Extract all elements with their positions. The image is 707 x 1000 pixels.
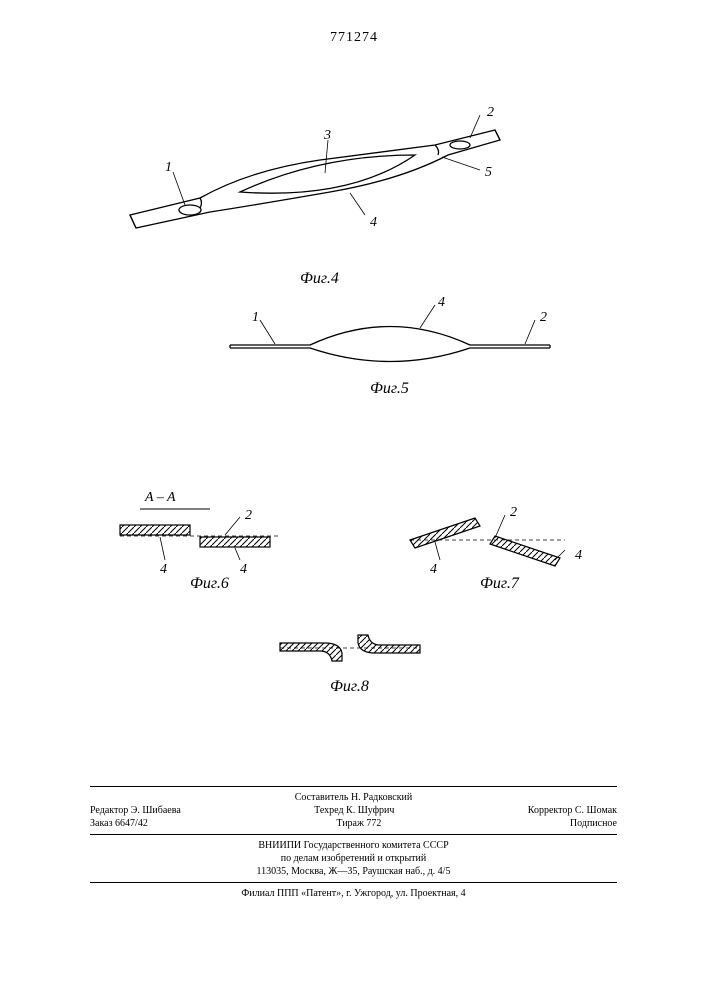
fig6-label: Фиг.6 <box>190 575 229 593</box>
fig5-callout-2: 2 <box>540 310 547 326</box>
fig7-callout-4a: 4 <box>430 562 437 578</box>
fig4-callout-5: 5 <box>485 165 492 181</box>
fig4-callout-4: 4 <box>370 215 377 231</box>
footer-corrector: Корректор С. Шомак <box>528 804 617 817</box>
figure-7 <box>400 510 580 575</box>
footer-org2: по делам изобретений и открытий <box>90 852 617 865</box>
footer-addr2: Филиал ППП «Патент», г. Ужгород, ул. Про… <box>90 887 617 900</box>
figure-8 <box>270 625 430 675</box>
fig6-callout-4b: 4 <box>240 562 247 578</box>
figure-6 <box>110 515 290 570</box>
fig4-callout-3: 3 <box>324 128 331 144</box>
fig4-callout-2: 2 <box>487 105 494 121</box>
fig6-callout-2: 2 <box>245 508 252 524</box>
footer-subscription: Подписное <box>570 817 617 830</box>
footer-tirazh: Тираж 772 <box>336 817 381 830</box>
fig4-label: Фиг.4 <box>300 270 339 288</box>
fig5-callout-4: 4 <box>438 295 445 311</box>
figure-5 <box>220 300 560 380</box>
section-a-a: A – A <box>145 490 176 506</box>
fig4-callout-1: 1 <box>165 160 172 176</box>
footer: Составитель Н. Радковский Редактор Э. Ши… <box>90 782 617 900</box>
footer-addr1: 113035, Москва, Ж—35, Раушская наб., д. … <box>90 865 617 878</box>
fig7-label: Фиг.7 <box>480 575 519 593</box>
fig7-callout-2: 2 <box>510 505 517 521</box>
footer-org1: ВНИИПИ Государственного комитета СССР <box>90 839 617 852</box>
footer-compiler: Составитель Н. Радковский <box>90 791 617 804</box>
footer-editor: Редактор Э. Шибаева <box>90 804 181 817</box>
fig5-label: Фиг.5 <box>370 380 409 398</box>
fig7-callout-4b: 4 <box>575 548 582 564</box>
fig8-label: Фиг.8 <box>330 678 369 696</box>
footer-techred: Техред К. Шуфрич <box>314 804 394 817</box>
patent-number: 771274 <box>330 30 378 46</box>
footer-order: Заказ 6647/42 <box>90 817 148 830</box>
fig5-callout-1: 1 <box>252 310 259 326</box>
fig6-callout-4a: 4 <box>160 562 167 578</box>
figure-4 <box>100 100 530 270</box>
